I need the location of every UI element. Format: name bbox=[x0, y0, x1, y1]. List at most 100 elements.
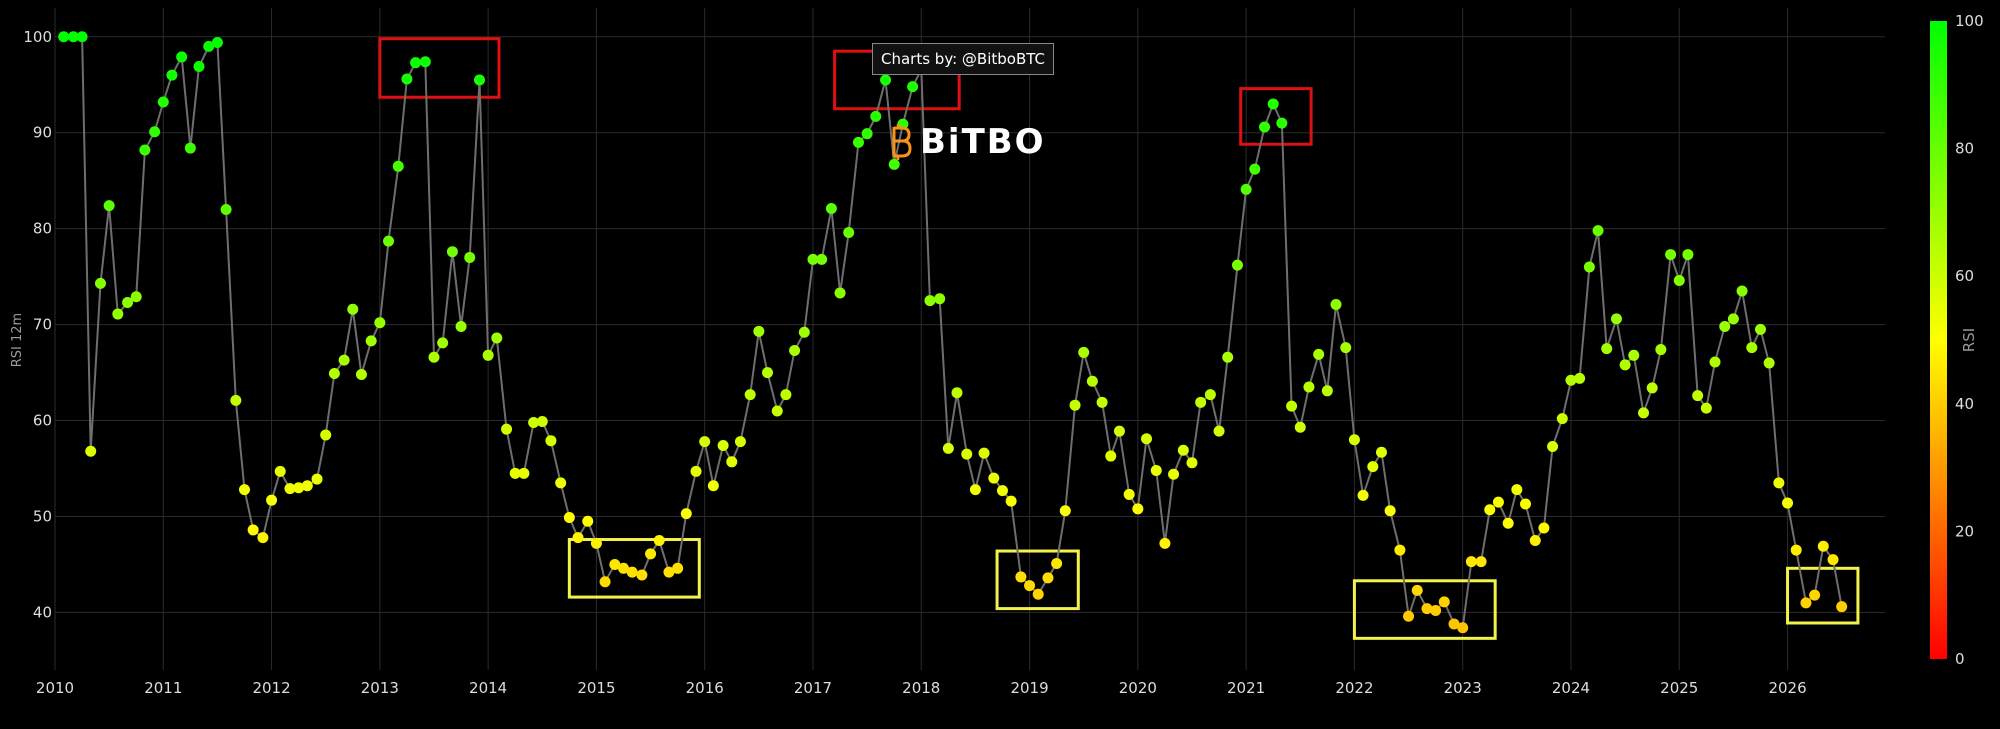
data-point bbox=[1069, 399, 1081, 411]
data-point bbox=[663, 566, 675, 578]
data-point bbox=[139, 144, 151, 156]
data-point bbox=[347, 303, 359, 315]
data-point bbox=[834, 287, 846, 299]
data-point bbox=[996, 485, 1008, 497]
data-point bbox=[1817, 540, 1829, 552]
data-point bbox=[582, 515, 594, 527]
data-point bbox=[1475, 556, 1487, 568]
data-point bbox=[1827, 554, 1839, 566]
data-point bbox=[1601, 343, 1613, 355]
data-point bbox=[690, 465, 702, 477]
colorbar-tick-label: 100 bbox=[1955, 12, 1984, 30]
data-point bbox=[861, 128, 873, 140]
data-point bbox=[509, 467, 521, 479]
rsi-line bbox=[63, 35, 1843, 630]
data-point bbox=[653, 534, 665, 546]
x-tick-label: 2019 bbox=[1010, 679, 1048, 697]
x-tick-label: 2021 bbox=[1227, 679, 1265, 697]
data-point bbox=[1321, 385, 1333, 397]
data-point bbox=[230, 394, 242, 406]
data-point bbox=[473, 74, 485, 86]
data-point bbox=[122, 297, 134, 309]
colorbar-tick-label: 60 bbox=[1955, 267, 1974, 285]
data-point bbox=[1015, 571, 1027, 583]
data-point bbox=[590, 537, 602, 549]
data-point bbox=[1421, 603, 1433, 615]
x-tick-label: 2017 bbox=[794, 679, 832, 697]
data-point bbox=[428, 351, 440, 363]
data-point bbox=[338, 354, 350, 366]
x-tick-label: 2013 bbox=[361, 679, 399, 697]
data-point bbox=[1655, 344, 1667, 356]
data-points bbox=[58, 31, 1848, 634]
data-point bbox=[1150, 464, 1162, 476]
data-point bbox=[707, 480, 719, 492]
data-point bbox=[1719, 321, 1731, 333]
data-point bbox=[1313, 348, 1325, 360]
data-point bbox=[491, 332, 503, 344]
data-point bbox=[1105, 450, 1117, 462]
data-point bbox=[383, 235, 395, 247]
data-point bbox=[58, 31, 70, 43]
data-point bbox=[1519, 498, 1531, 510]
x-tick-label: 2022 bbox=[1335, 679, 1373, 697]
data-point bbox=[1682, 249, 1694, 261]
data-point bbox=[193, 61, 205, 73]
series-line bbox=[63, 35, 1843, 630]
x-tick-label: 2023 bbox=[1444, 679, 1482, 697]
data-point bbox=[1231, 259, 1243, 271]
grid bbox=[54, 8, 1885, 670]
data-point bbox=[1186, 457, 1198, 469]
data-point bbox=[744, 389, 756, 401]
data-point bbox=[1583, 261, 1595, 273]
y-tick-label: 50 bbox=[33, 507, 52, 525]
data-point bbox=[166, 69, 178, 81]
data-point bbox=[1646, 382, 1658, 394]
data-point bbox=[988, 472, 1000, 484]
x-axis-tick-labels: 2010 2011 2012 2013 2014 2015 2016 2017 2018 2019… bbox=[36, 679, 1807, 697]
colorbar-tick-label: 80 bbox=[1955, 140, 1974, 158]
data-point bbox=[1574, 372, 1586, 384]
data-point bbox=[1727, 313, 1739, 325]
data-point bbox=[807, 253, 819, 265]
data-point bbox=[1565, 374, 1577, 386]
data-point bbox=[1222, 351, 1234, 363]
highlight-box-red bbox=[378, 37, 501, 99]
x-tick-label: 2015 bbox=[577, 679, 615, 697]
data-point bbox=[446, 246, 458, 258]
data-point bbox=[1673, 274, 1685, 286]
data-point bbox=[536, 416, 548, 428]
colorbar-tick-labels: 0 20 40 60 80 100 bbox=[1955, 12, 1984, 668]
data-point bbox=[1592, 225, 1604, 237]
x-tick-label: 2014 bbox=[469, 679, 507, 697]
data-point bbox=[1042, 572, 1054, 584]
highlight-box-yellow bbox=[567, 538, 701, 599]
data-point bbox=[94, 277, 106, 289]
data-point bbox=[978, 447, 990, 459]
colorbar bbox=[1930, 21, 1947, 659]
data-point bbox=[176, 51, 188, 63]
data-point bbox=[1294, 421, 1306, 433]
data-point bbox=[1096, 396, 1108, 408]
data-point bbox=[961, 448, 973, 460]
data-point bbox=[1078, 346, 1090, 358]
highlight-box-yellow bbox=[1786, 566, 1860, 625]
data-point bbox=[1492, 496, 1504, 508]
data-point bbox=[1619, 359, 1631, 371]
data-point bbox=[1746, 342, 1758, 354]
data-point bbox=[609, 558, 621, 570]
data-point bbox=[1213, 425, 1225, 437]
colorbar-tick-label: 40 bbox=[1955, 395, 1974, 413]
data-point bbox=[888, 158, 900, 170]
data-point bbox=[392, 160, 404, 172]
highlight-box-red bbox=[1239, 87, 1313, 146]
data-point bbox=[1159, 537, 1171, 549]
x-tick-label: 2025 bbox=[1660, 679, 1698, 697]
data-point bbox=[401, 73, 413, 85]
y-tick-label: 90 bbox=[33, 124, 52, 142]
data-point bbox=[1303, 381, 1315, 393]
data-point bbox=[1132, 503, 1144, 515]
bitcoin-b-icon bbox=[892, 124, 912, 160]
data-point bbox=[455, 321, 467, 333]
data-point bbox=[1809, 589, 1821, 601]
